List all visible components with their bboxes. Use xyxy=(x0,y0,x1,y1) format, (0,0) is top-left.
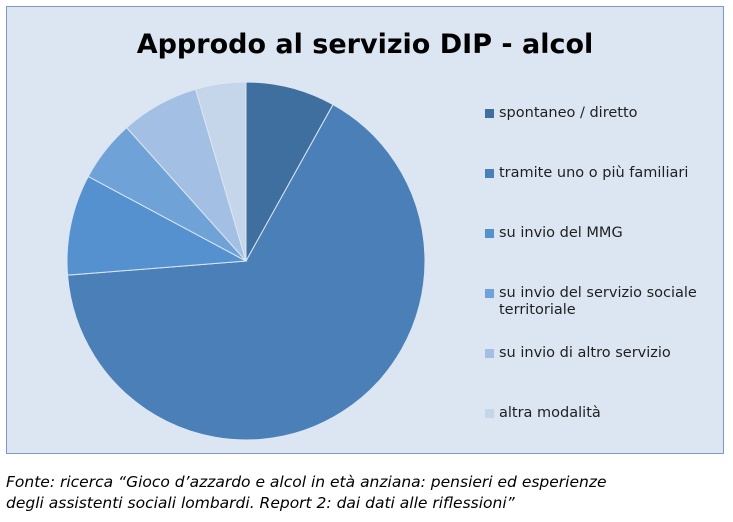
legend-label: su invio del servizio sociale xyxy=(499,285,697,301)
legend-label: su invio di altro servizio xyxy=(499,345,671,361)
pie-slice-3 xyxy=(66,175,248,276)
legend-item-servizio-sociale: su invio del servizio sociale territoria… xyxy=(485,285,697,319)
legend-swatch xyxy=(485,109,494,118)
legend-swatch xyxy=(485,229,494,238)
legend-swatch xyxy=(485,409,494,418)
legend-item-spontaneo: spontaneo / diretto xyxy=(485,105,638,122)
legend-label-wrap: su invio del servizio sociale territoria… xyxy=(499,285,697,319)
pie-slice-6 xyxy=(194,81,247,262)
legend-label: spontaneo / diretto xyxy=(499,105,638,121)
legend-item-mmg: su invio del MMG xyxy=(485,225,623,242)
legend-label: tramite uno o più familiari xyxy=(499,165,689,181)
legend-label: altra modalità xyxy=(499,405,601,421)
legend-item-altra-modalita: altra modalità xyxy=(485,405,601,422)
pie-slice-1 xyxy=(245,81,334,263)
legend-swatch xyxy=(485,169,494,178)
pie-chart xyxy=(66,81,426,441)
caption-line-1: Fonte: ricerca “Gioco d’azzardo e alcol … xyxy=(6,473,607,491)
legend-swatch xyxy=(485,289,494,298)
legend-swatch xyxy=(485,349,494,358)
caption-line-2: degli assistenti sociali lombardi. Repor… xyxy=(6,494,515,512)
legend-label-line2: territoriale xyxy=(499,302,576,318)
chart-area: Approdo al servizio DIP - alcol spontane… xyxy=(6,6,724,454)
legend-item-altro-servizio: su invio di altro servizio xyxy=(485,345,671,362)
pie-slice-2 xyxy=(67,103,426,441)
chart-title: Approdo al servizio DIP - alcol xyxy=(136,29,594,60)
legend-label: su invio del MMG xyxy=(499,225,623,241)
source-caption: Fonte: ricerca “Gioco d’azzardo e alcol … xyxy=(6,472,728,514)
legend-item-familiari: tramite uno o più familiari xyxy=(485,165,688,182)
